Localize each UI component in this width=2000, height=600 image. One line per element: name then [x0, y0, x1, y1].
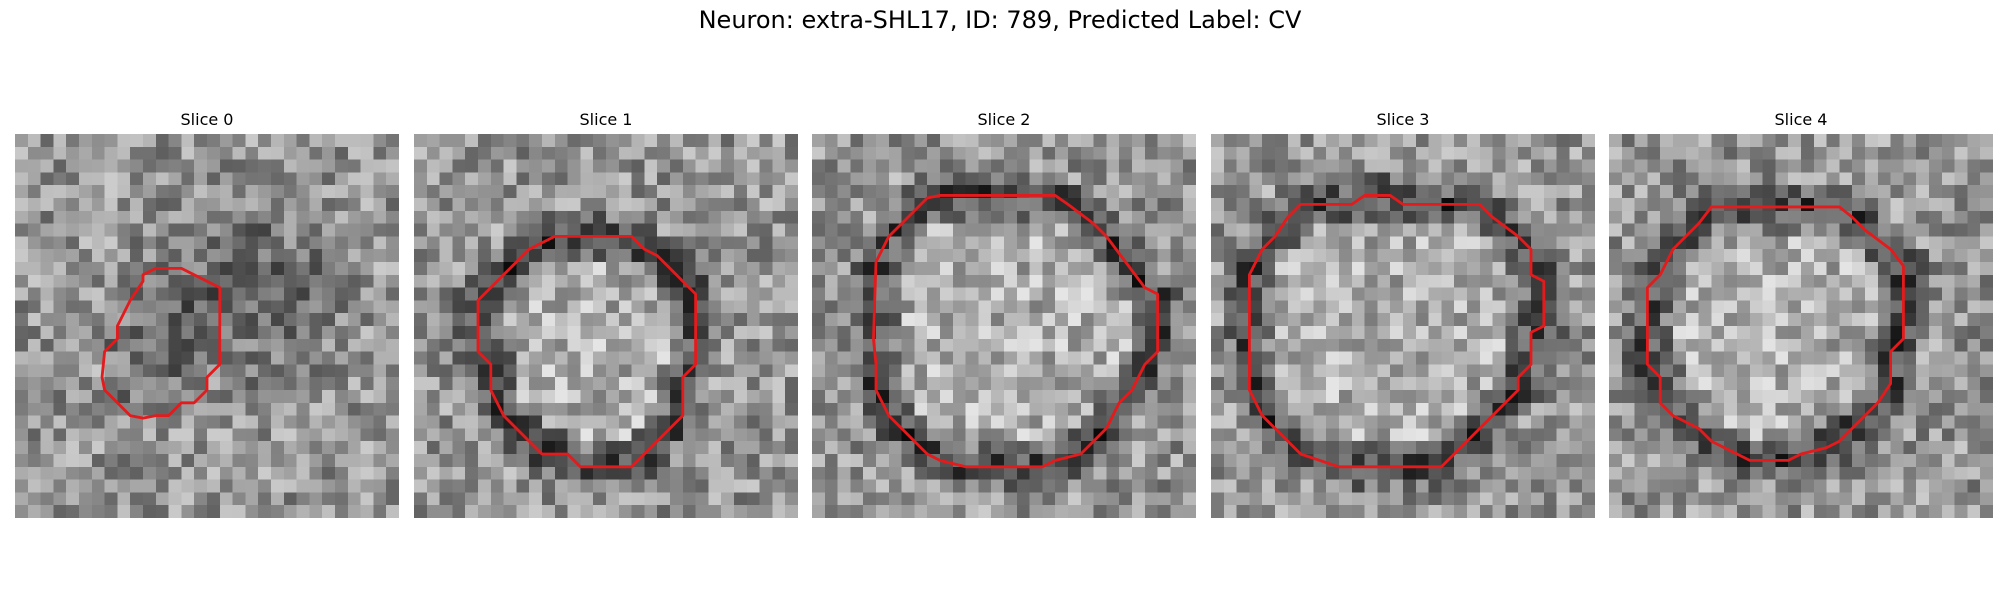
slice-panel-2: Slice 2 [812, 108, 1196, 518]
slice-title: Slice 0 [180, 110, 234, 129]
em-slice-image [15, 134, 399, 518]
contour-overlay [872, 194, 1160, 469]
em-slice-image [812, 134, 1196, 518]
contour-overlay [1645, 205, 1905, 462]
slice-title: Slice 2 [977, 110, 1031, 129]
em-slice-image [1211, 134, 1595, 518]
contour-overlay [476, 234, 698, 469]
slice-title: Slice 3 [1376, 110, 1430, 129]
slice-title: Slice 1 [579, 110, 633, 129]
segmentation-contour [1247, 194, 1546, 469]
contour-overlay [100, 266, 222, 420]
figure-title: Neuron: extra-SHL17, ID: 789, Predicted … [698, 6, 1302, 34]
segmentation-contour [100, 266, 222, 420]
slice-panel-0: Slice 0 [15, 108, 399, 518]
segmentation-contour [872, 194, 1160, 469]
contour-overlay [1247, 194, 1546, 469]
slice-panel-1: Slice 1 [414, 108, 798, 518]
slice-panel-4: Slice 4 [1609, 108, 1993, 518]
slice-title: Slice 4 [1774, 110, 1828, 129]
slice-panel-3: Slice 3 [1211, 108, 1595, 518]
segmentation-contour [476, 234, 698, 469]
segmentation-contour [1645, 205, 1905, 462]
